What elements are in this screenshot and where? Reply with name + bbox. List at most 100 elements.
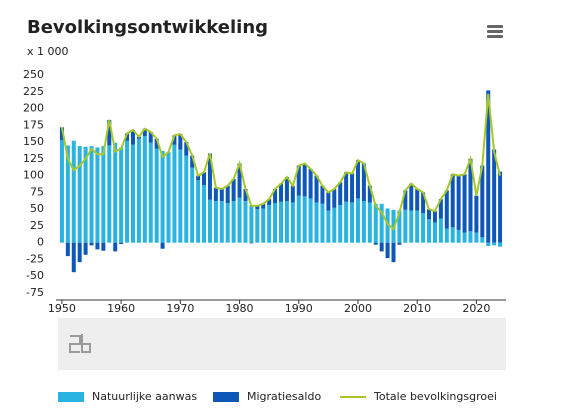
legend-label: Migratiesaldo [247,390,321,403]
bar [71,140,76,243]
bar [385,208,390,243]
bar [403,190,408,210]
bar [101,146,106,243]
bar [160,242,165,249]
y-tick-label: 50 [30,202,44,215]
bar [113,242,118,252]
bar [344,172,349,202]
bar [350,202,355,243]
menu-bar [487,30,503,33]
bar [432,211,437,223]
bar [320,203,325,243]
bar [225,185,230,204]
bar [421,192,426,214]
bar [308,168,313,199]
bar [119,242,124,245]
bar [480,237,485,243]
y-tick-label: 175 [23,118,44,131]
y-tick-label: 100 [23,169,44,182]
unit-label: x 1 000 [27,45,69,58]
x-tick-label: 1980 [226,302,254,315]
bar [432,222,437,243]
bar [207,199,212,243]
bar [65,145,70,243]
bar [202,172,207,186]
bar [326,192,331,211]
logo-area [58,318,506,370]
bar [296,165,301,196]
bar [196,175,201,181]
menu-bar [487,25,503,28]
bar [261,203,266,209]
bar [273,189,278,204]
bar [225,203,230,243]
bar [142,136,147,243]
bar [95,242,100,250]
bar [296,195,301,243]
bar [154,148,159,243]
bar [267,199,272,206]
bar [367,202,372,243]
bar [415,189,420,211]
bar [255,205,260,210]
bar [213,187,218,202]
bar [284,201,289,243]
bar [492,149,497,243]
bar [468,231,473,243]
y-tick-label: -75 [26,286,44,299]
bar [279,183,283,202]
bar [95,147,100,243]
bar [409,210,414,243]
y-tick-label: 125 [23,152,44,165]
bar [130,144,135,243]
bar [350,173,355,203]
bar [320,185,325,204]
bar [421,213,426,243]
bar [243,201,248,243]
menu-button[interactable] [487,25,503,38]
bar [136,138,141,243]
bar [474,195,479,233]
y-tick-label: 25 [30,219,44,232]
bar [379,203,384,243]
y-tick-label: 250 [23,68,44,81]
bar [290,202,295,243]
x-tick-label: 1950 [48,302,76,315]
bar [444,190,449,229]
legend-swatch [213,392,239,402]
bar [361,201,366,243]
bar [302,163,307,197]
x-tick-label: 1990 [285,302,313,315]
bar [367,185,372,203]
bar [456,229,461,243]
bar [338,205,343,243]
bar [89,242,94,246]
bar [71,242,76,273]
bar [249,242,254,244]
legend-label: Totale bevolkingsgroei [373,390,497,403]
bar [190,155,195,168]
bar [202,185,207,243]
bar [344,201,349,243]
bar [492,242,497,246]
bar [101,242,106,251]
bar [213,201,218,243]
bar [308,198,313,243]
legend-swatch [58,392,84,402]
bar [184,142,189,156]
bar [397,242,402,245]
bar [290,185,295,203]
bar [148,132,153,143]
bar [462,232,467,243]
bar [279,201,283,243]
bar [107,145,112,243]
bar [486,90,491,243]
bar [83,242,88,255]
bar [77,242,82,263]
bar [444,228,449,243]
x-tick-label: 2000 [344,302,372,315]
bar [373,242,378,245]
bar [273,203,278,243]
bar [65,242,70,257]
